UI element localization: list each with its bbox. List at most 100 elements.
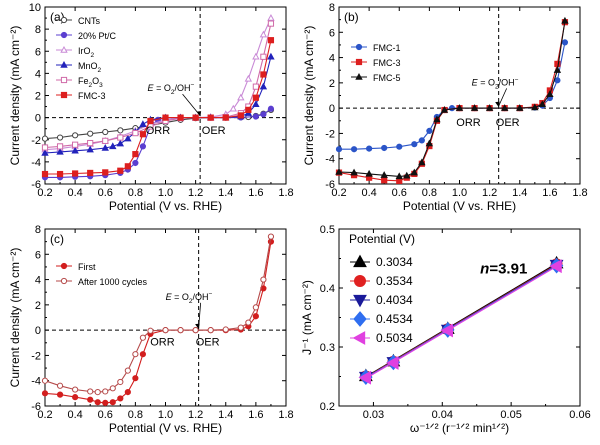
x-tick-label: 1.8 [278,409,293,421]
y-tick-label: -2 [325,128,335,140]
data-point [381,144,388,152]
data-point [455,104,464,111]
legend-label: FMC-1 [373,43,401,53]
legend-marker [353,294,367,308]
legend-label: 0.3034 [376,255,413,269]
data-point [177,327,184,334]
data-point [162,114,169,121]
legend-title: Potential (V) [349,232,415,246]
x-tick-label: 0.8 [128,409,143,421]
y-tick-label: 4 [35,68,41,80]
data-point [335,146,343,153]
data-point [500,104,509,111]
legend: FMC-1 FMC-3 FMC-5 [351,43,401,83]
x-tick-label: 1.4 [218,187,233,199]
data-point [139,131,147,138]
data-point [531,103,539,111]
data-point [267,14,275,21]
data-point [267,238,275,245]
data-point [162,327,169,334]
legend-marker [354,275,366,287]
y-tick-label: 2 [35,91,41,103]
data-point [229,104,237,112]
series-after-1000-cycles [41,233,275,396]
data-point [418,158,426,166]
data-point [124,367,131,374]
data-point [259,82,268,90]
region-label-orr: ORR [456,117,481,129]
data-point [245,319,252,326]
legend: Potential (V) 0.3034 0.3534 0.4034 0.4534 0.5… [349,232,415,345]
region-label-oer: OER [196,336,220,348]
data-point [94,399,101,406]
data-point [41,144,49,151]
y-tick-label: 0.5 [320,224,335,236]
y-tick-label: -2 [31,135,41,147]
legend-label: 0.3534 [376,274,413,288]
legend-marker [60,60,68,68]
data-point [237,324,244,331]
legend-marker [60,16,68,24]
x-tick-label: 0.4 [67,409,82,421]
legend-marker [60,262,68,270]
y-tick-label: 0.2 [320,401,335,413]
x-axis-label: Potential (V vs. RHE) [109,199,222,213]
data-point [386,356,399,370]
data-point [109,142,117,150]
series-fmc-3 [41,37,275,178]
x-tick-label: 1.6 [542,187,557,199]
data-point [41,390,49,397]
data-point [222,326,229,333]
data-point [87,130,94,137]
x-tick-label: 1.4 [218,409,233,421]
data-point [72,170,79,177]
data-point [546,90,554,97]
series-fmc-5 [335,16,569,180]
data-point [72,386,79,393]
data-point [411,141,418,148]
data-point [350,146,358,153]
data-point [192,114,199,121]
data-point [252,94,259,101]
x-tick-label: 0.05 [500,409,521,421]
y-tick-label: 0.4 [320,283,335,295]
data-point [425,139,434,147]
data-point [252,83,259,90]
x-tick-label: 1.0 [452,187,467,199]
series-0-5034 [358,259,562,385]
data-point [366,145,373,152]
arrow-head [196,111,202,117]
y-tick-label: 10 [29,2,41,14]
panel-label: (b) [344,10,359,24]
data-point [561,16,569,24]
data-point [87,169,94,177]
data-point [132,159,139,167]
equilibrium-potential-label: E = O2/OH− [148,82,195,96]
data-point [41,135,49,142]
data-point [117,167,124,174]
x-tick-label: 0.2 [331,187,346,199]
arrow-head [195,323,200,330]
x-tick-label: 0.2 [37,187,52,199]
panel-a: 0.2 0.4 0.6 0.8 1.0 1.2 1.4 1.6 1.8 -6 -4 -2 0 2 4 6 8 10… [8,2,294,213]
data-point [147,327,154,334]
x-tick-label: 0.8 [422,187,437,199]
legend-label: First [78,262,96,272]
data-point [117,127,124,134]
legend-label: MnO2​ [78,61,102,74]
data-point [252,52,260,60]
legend-marker [60,31,68,39]
legend-marker [352,331,366,345]
data-point [102,128,109,136]
legend-marker [60,45,68,53]
legend-label: CNTs [78,16,100,26]
data-point [72,394,79,401]
data-point [516,104,524,111]
data-point [117,378,124,386]
data-point [124,134,132,142]
data-point [87,139,94,147]
x-tick-label: 1.6 [248,187,263,199]
legend-label: 20% Pt/C [78,31,117,41]
x-tick-label: 0.06 [569,409,590,421]
